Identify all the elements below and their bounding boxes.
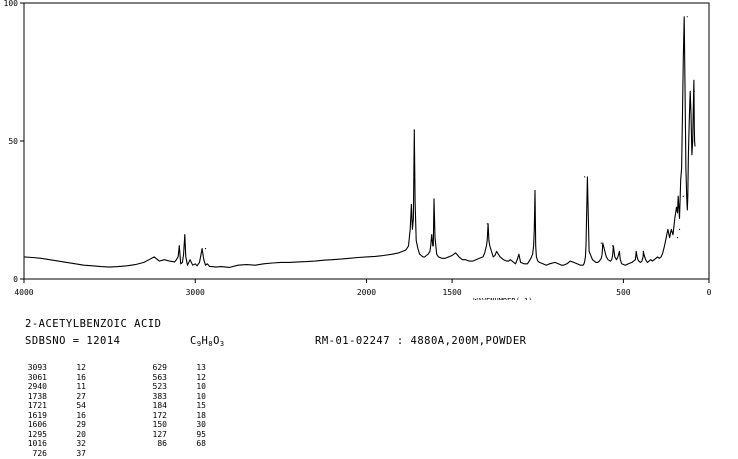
peak-point (184, 234, 186, 236)
formula-h: H (201, 335, 209, 347)
peak-col2-wavenumber: 127 (152, 429, 167, 439)
peak-point (431, 234, 433, 236)
formula-c-count: 9 (196, 340, 202, 348)
peak-point (584, 176, 586, 178)
sdbs-number: SDBSNO = 12014 (25, 335, 121, 347)
peak-col1-intensity: 12 (76, 363, 86, 372)
peak-col2-intensity: 18 (196, 410, 206, 420)
peak-col2-intensity: 95 (196, 429, 206, 439)
peak-col1-wavenumber: 1016 (27, 439, 47, 448)
peak-col1-intensity: 32 (76, 439, 86, 448)
peak-col1-intensity: 37 (76, 448, 86, 458)
peak-col1-wavenumber: 1619 (27, 410, 47, 420)
peak-point (534, 190, 536, 192)
peak-point (682, 195, 684, 197)
peak-col2-wavenumber: 150 (152, 420, 167, 429)
peak-point (676, 237, 679, 239)
peak-point (618, 250, 621, 252)
x-tick-label: 1500 (442, 288, 461, 297)
peak-col1-intensity: 16 (76, 372, 86, 382)
peak-col1-wavenumber: 3061 (27, 372, 47, 382)
x-tick-label: 3000 (186, 288, 205, 297)
peak-col2-wavenumber: 172 (152, 410, 167, 420)
peak-col2-intensity: 12 (196, 372, 206, 382)
peak-point (600, 242, 602, 244)
peak-col2-wavenumber: 563 (152, 372, 167, 382)
peak-col1-wavenumber: 1738 (27, 391, 47, 401)
formula-h-count: 8 (208, 340, 214, 348)
x-axis-label: WAVENUMBER(-1) (473, 297, 532, 300)
molecular-formula: C9H8O3 (190, 335, 225, 348)
peak-point (204, 248, 207, 250)
peak-point (178, 245, 180, 247)
y-tick-label: 50 (8, 137, 18, 146)
x-tick-label: 4000 (14, 288, 33, 297)
peak-col1-wavenumber: 2940 (27, 382, 47, 391)
formula-o-count: 3 (219, 340, 225, 348)
peak-col2-intensity: 10 (196, 382, 206, 391)
peak-col1-intensity: 27 (76, 391, 86, 401)
spectrum-chart: 4000 3000 2000 1500 500 0 0 50 100 WAVENUMBER(-1) (4, 0, 712, 300)
peak-col2-wavenumber: 629 (152, 363, 167, 372)
peak-col2-wavenumber: 184 (152, 401, 167, 410)
peak-col1-wavenumber: 3093 (27, 363, 47, 372)
peak-col2-intensity: 15 (196, 401, 206, 410)
peak-point (486, 223, 488, 225)
peak-point (678, 228, 681, 230)
peak-point (413, 129, 415, 131)
peak-col1-wavenumber: 1295 (27, 429, 47, 439)
peak-col2-intensity: 13 (196, 363, 206, 372)
peak-col2-wavenumber: 86 (157, 439, 167, 448)
peak-point (642, 250, 645, 252)
peak-point (433, 198, 435, 200)
y-tick-label: 100 (4, 0, 19, 8)
peak-point (410, 203, 412, 206)
compound-name: 2-ACETYLBENZOIC ACID (25, 318, 162, 330)
peak-col1-wavenumber: 1721 (27, 401, 47, 410)
x-tick-label: 2000 (357, 288, 376, 297)
peak-col1-wavenumber: 1606 (27, 420, 47, 429)
plot-frame (23, 2, 710, 280)
measurement-method: RM-01-02247 : 4880A,200M,POWDER (315, 335, 527, 347)
peak-col2-intensity: 10 (196, 391, 206, 401)
peak-col1-intensity: 29 (76, 420, 86, 429)
x-tick-label: 0 (707, 288, 712, 297)
formula-c: C (190, 335, 197, 347)
peak-point (686, 16, 688, 18)
peak-col1-intensity: 20 (76, 429, 86, 439)
peak-col1-intensity: 16 (76, 410, 86, 420)
peak-col2-wavenumber: 523 (152, 382, 167, 391)
peak-point (611, 245, 614, 247)
peak-point (693, 90, 695, 92)
spectrum-line (23, 16, 696, 268)
peak-col1-intensity: 54 (76, 401, 86, 410)
peak-col2-intensity: 30 (196, 420, 206, 429)
formula-o: O (213, 335, 220, 347)
peak-col1-wavenumber: 726 (32, 448, 47, 458)
peak-col2-intensity: 68 (196, 439, 206, 448)
y-tick-label: 0 (13, 275, 18, 284)
peak-col2-wavenumber: 383 (152, 391, 167, 401)
x-tick-label: 500 (616, 288, 631, 297)
peak-col1-intensity: 11 (76, 382, 86, 391)
